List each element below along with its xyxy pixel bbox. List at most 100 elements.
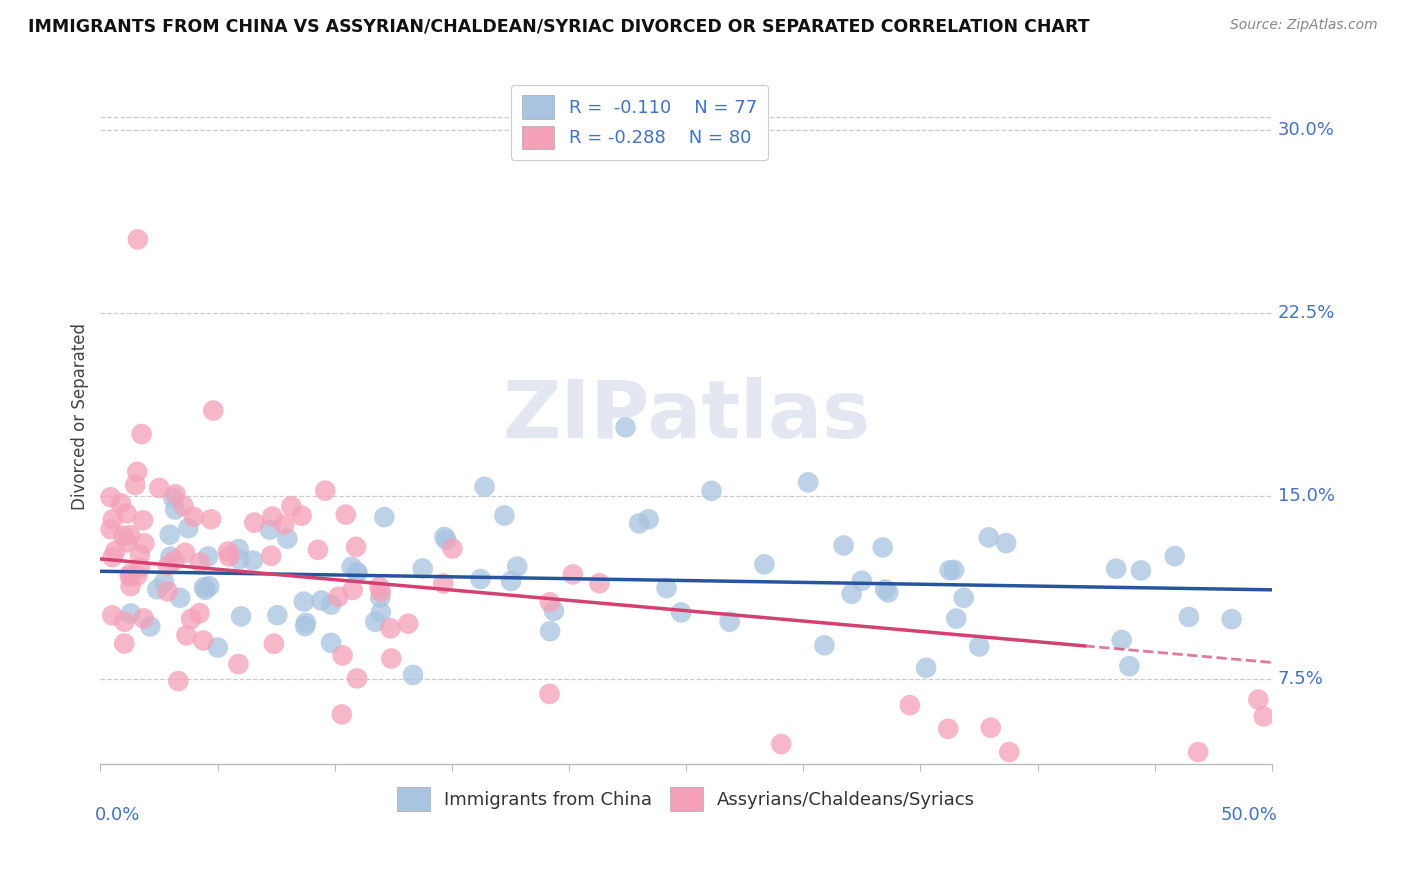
- Point: [915, 661, 938, 675]
- Point: [118, 528, 141, 542]
- Point: [127, 465, 149, 479]
- Point: [194, 582, 217, 597]
- Point: [898, 698, 921, 713]
- Point: [851, 574, 873, 588]
- Point: [321, 598, 343, 612]
- Point: [538, 595, 561, 609]
- Point: [718, 615, 741, 629]
- Point: [311, 593, 333, 607]
- Point: [260, 549, 283, 563]
- Point: [952, 591, 974, 605]
- Point: [291, 508, 314, 523]
- Point: [943, 563, 966, 577]
- Point: [328, 590, 350, 604]
- Text: 7.5%: 7.5%: [1278, 670, 1323, 688]
- Point: [129, 560, 152, 574]
- Point: [120, 579, 142, 593]
- Point: [115, 535, 138, 549]
- Point: [112, 636, 135, 650]
- Point: [368, 591, 391, 605]
- Point: [370, 606, 392, 620]
- Point: [162, 491, 184, 505]
- Point: [402, 668, 425, 682]
- Point: [263, 637, 285, 651]
- Y-axis label: Divorced or Separated: Divorced or Separated: [72, 323, 89, 510]
- Point: [967, 640, 990, 654]
- Point: [100, 490, 122, 504]
- Point: [506, 559, 529, 574]
- Point: [368, 580, 391, 594]
- Point: [127, 568, 149, 582]
- Point: [165, 502, 187, 516]
- Point: [153, 575, 176, 590]
- Point: [131, 427, 153, 442]
- Point: [494, 508, 516, 523]
- Point: [335, 508, 357, 522]
- Point: [112, 529, 135, 543]
- Text: 30.0%: 30.0%: [1278, 120, 1334, 138]
- Point: [380, 621, 402, 635]
- Point: [243, 516, 266, 530]
- Point: [180, 612, 202, 626]
- Point: [114, 615, 136, 629]
- Legend: Immigrants from China, Assyrians/Chaldeans/Syriacs: Immigrants from China, Assyrians/Chaldea…: [389, 780, 983, 818]
- Point: [434, 533, 457, 547]
- Point: [373, 510, 395, 524]
- Point: [344, 540, 367, 554]
- Point: [174, 546, 197, 560]
- Point: [342, 582, 364, 597]
- Point: [588, 576, 610, 591]
- Point: [165, 487, 187, 501]
- Text: 50.0%: 50.0%: [1220, 806, 1278, 824]
- Point: [938, 563, 960, 577]
- Point: [101, 512, 124, 526]
- Point: [470, 572, 492, 586]
- Point: [396, 616, 419, 631]
- Point: [945, 611, 967, 625]
- Point: [120, 566, 142, 581]
- Point: [561, 567, 583, 582]
- Point: [538, 687, 561, 701]
- Point: [754, 558, 776, 572]
- Point: [1220, 612, 1243, 626]
- Point: [132, 611, 155, 625]
- Point: [412, 561, 434, 575]
- Point: [998, 745, 1021, 759]
- Point: [110, 496, 132, 510]
- Point: [936, 722, 959, 736]
- Point: [700, 483, 723, 498]
- Point: [167, 674, 190, 689]
- Point: [307, 542, 329, 557]
- Point: [380, 651, 402, 665]
- Point: [228, 657, 250, 671]
- Point: [262, 509, 284, 524]
- Point: [139, 619, 162, 633]
- Point: [273, 517, 295, 532]
- Point: [163, 553, 186, 567]
- Point: [319, 636, 342, 650]
- Point: [332, 648, 354, 663]
- Point: [628, 516, 651, 531]
- Point: [1164, 549, 1187, 563]
- Point: [980, 721, 1002, 735]
- Point: [183, 509, 205, 524]
- Point: [266, 608, 288, 623]
- Text: 15.0%: 15.0%: [1278, 487, 1334, 505]
- Point: [1187, 745, 1209, 759]
- Point: [1118, 659, 1140, 673]
- Point: [330, 707, 353, 722]
- Point: [120, 607, 142, 621]
- Text: Source: ZipAtlas.com: Source: ZipAtlas.com: [1230, 18, 1378, 32]
- Point: [118, 569, 141, 583]
- Point: [314, 483, 336, 498]
- Point: [797, 475, 820, 490]
- Point: [875, 582, 897, 597]
- Point: [655, 581, 678, 595]
- Point: [1253, 709, 1275, 723]
- Point: [128, 548, 150, 562]
- Point: [177, 521, 200, 535]
- Point: [1129, 563, 1152, 577]
- Point: [197, 549, 219, 564]
- Point: [770, 737, 793, 751]
- Point: [259, 523, 281, 537]
